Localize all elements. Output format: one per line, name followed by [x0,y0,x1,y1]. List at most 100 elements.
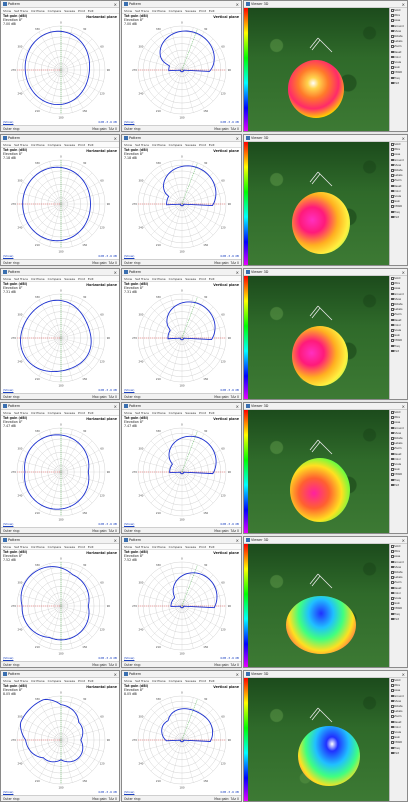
menu-item-set-trace[interactable]: Set Trace [14,277,28,281]
control-zoom[interactable]: Zoom [390,446,407,451]
checkbox[interactable] [391,308,394,311]
checkbox[interactable] [391,746,394,750]
control-exit[interactable]: Exit [390,349,407,354]
control-rotate[interactable]: Rotate [390,436,407,441]
checkbox[interactable] [391,478,394,482]
checkbox[interactable] [391,607,394,610]
menu-item-ciz-plane[interactable]: Ciz Plane [151,277,166,281]
menu-item-show[interactable]: Show [124,679,133,683]
control-vswr[interactable]: VSWR [390,70,407,75]
control-vswr[interactable]: VSWR [390,606,407,611]
show-link[interactable]: (Show) [124,388,135,392]
show-link[interactable]: (Show) [3,388,14,392]
control-zoom[interactable]: Zoom [390,44,407,49]
control-ground[interactable]: Ground [390,694,407,699]
menu-item-saveas[interactable]: Saveas [185,277,197,281]
menu-item-show[interactable]: Show [124,143,133,147]
control-freq[interactable]: Freq [390,612,407,617]
control-zoom[interactable]: Zoom [390,714,407,719]
checkbox[interactable] [391,442,394,445]
checkbox[interactable] [391,705,394,708]
control-gain[interactable]: Gain [390,467,407,472]
checkbox[interactable] [391,617,394,621]
menu-item-ciz-plane[interactable]: Ciz Plane [151,545,166,549]
control-axes[interactable]: Axes [390,286,407,291]
control-exit[interactable]: Exit [390,751,407,756]
checkbox[interactable] [391,437,394,440]
checkbox[interactable] [391,55,394,59]
show-link[interactable]: (Show) [3,656,14,660]
close-icon[interactable]: × [113,2,117,7]
menu-item-ciz-plane[interactable]: Ciz Plane [151,679,166,683]
control-labels[interactable]: Labels [390,39,407,44]
checkbox[interactable] [391,684,394,687]
menu-item-show[interactable]: Show [3,545,12,549]
checkbox[interactable] [391,329,394,332]
checkbox[interactable] [391,334,394,337]
control-labels[interactable]: Labels [390,575,407,580]
control-rotate[interactable]: Rotate [390,704,407,709]
menu-item-set-trace[interactable]: Set Trace [14,679,28,683]
show-link[interactable]: (Show) [124,656,135,660]
checkbox[interactable] [391,725,394,729]
control-reset[interactable]: Reset [390,50,407,55]
checkbox[interactable] [391,40,394,43]
control-reset[interactable]: Reset [390,452,407,457]
close-icon[interactable]: × [235,270,239,275]
checkbox[interactable] [391,565,394,569]
checkbox[interactable] [391,426,394,430]
menu-item-set-trace[interactable]: Set Trace [135,9,149,13]
viewer-canvas[interactable] [248,8,391,131]
control-zoom[interactable]: Zoom [390,178,407,183]
menu-item-ciz-plane[interactable]: Ciz Plane [30,277,45,281]
checkbox[interactable] [391,200,394,203]
show-link[interactable]: (Show) [3,790,14,794]
menu-item-compare[interactable]: Compare [168,545,183,549]
menu-item-exit[interactable]: Exit [87,9,94,13]
control-reset[interactable]: Reset [390,318,407,323]
control-reset[interactable]: Reset [390,586,407,591]
control-wire[interactable]: Wire [390,683,407,688]
checkbox[interactable] [391,287,394,290]
menu-item-compare[interactable]: Compare [168,9,183,13]
checkbox[interactable] [391,560,394,564]
menu-item-print[interactable]: Print [78,545,85,549]
checkbox[interactable] [391,602,394,605]
control-rotate[interactable]: Rotate [390,168,407,173]
menu-item-compare[interactable]: Compare [47,679,62,683]
control-color[interactable]: Color [390,725,407,730]
control-axes[interactable]: Axes [390,18,407,23]
control-rotate[interactable]: Rotate [390,302,407,307]
checkbox[interactable] [391,184,394,188]
menu-item-exit[interactable]: Exit [208,411,215,415]
control-show[interactable]: Show [390,297,407,302]
close-icon[interactable]: × [235,404,239,409]
menu-item-saveas[interactable]: Saveas [185,143,197,147]
menu-item-ciz-plane[interactable]: Ciz Plane [151,9,166,13]
menu-item-print[interactable]: Print [78,9,85,13]
control-vswr[interactable]: VSWR [390,472,407,477]
checkbox[interactable] [391,591,394,595]
menu-item-saveas[interactable]: Saveas [185,679,197,683]
menu-item-compare[interactable]: Compare [47,277,62,281]
control-solid[interactable]: Solid [390,544,407,549]
menu-item-show[interactable]: Show [3,411,12,415]
close-icon[interactable]: × [113,136,117,141]
menu-item-ciz-plane[interactable]: Ciz Plane [30,9,45,13]
control-labels[interactable]: Labels [390,307,407,312]
checkbox[interactable] [391,339,394,342]
control-freq[interactable]: Freq [390,478,407,483]
menu-item-exit[interactable]: Exit [208,679,215,683]
checkbox[interactable] [391,468,394,471]
close-icon[interactable]: × [401,672,405,677]
checkbox[interactable] [391,741,394,744]
menu-item-exit[interactable]: Exit [208,143,215,147]
checkbox[interactable] [391,751,394,755]
checkbox[interactable] [391,545,394,548]
menu-item-saveas[interactable]: Saveas [64,143,76,147]
menu-item-saveas[interactable]: Saveas [64,277,76,281]
control-scale[interactable]: Scale [390,730,407,735]
checkbox[interactable] [391,555,394,558]
checkbox[interactable] [391,66,394,69]
menu-item-ciz-plane[interactable]: Ciz Plane [30,411,45,415]
